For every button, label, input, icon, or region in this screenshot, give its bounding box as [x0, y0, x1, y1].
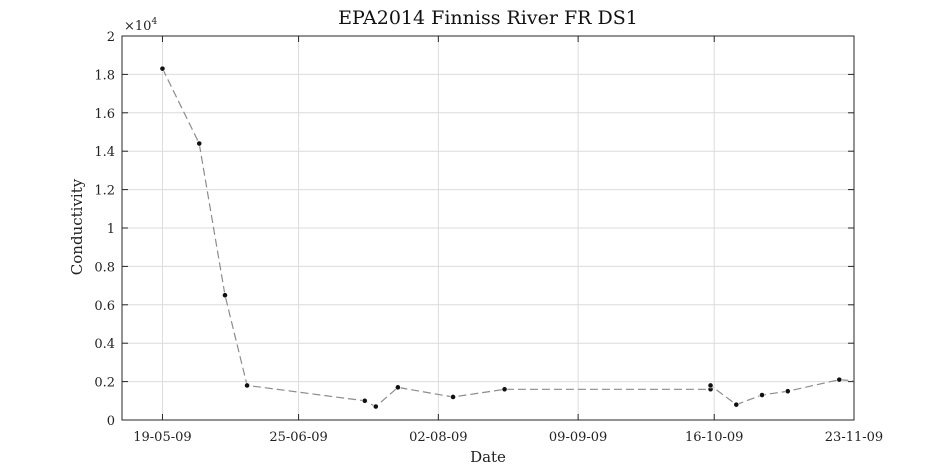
x-tick-label: 16-10-09: [685, 430, 743, 445]
data-point: [222, 292, 228, 299]
data-point: [759, 392, 765, 398]
y-axis-exponent: ×104: [124, 17, 157, 34]
labels: EPA2014 Finniss River FR DS1 Date Conduc…: [68, 7, 638, 466]
x-tick-label: 09-09-09: [549, 430, 607, 445]
grid: [122, 35, 855, 421]
y-tick-label: 0.6: [94, 299, 115, 314]
series-line: [161, 68, 854, 408]
data-point: [707, 382, 714, 389]
y-tick-label: 0: [107, 414, 115, 429]
data-point: [501, 386, 508, 393]
x-tick-label: 25-06-09: [269, 430, 327, 445]
data-point: [784, 388, 791, 395]
data-point: [733, 401, 740, 408]
data-point: [394, 384, 401, 391]
data-point: [836, 376, 843, 383]
data-point: [196, 140, 203, 147]
y-tick-label: 0.8: [94, 260, 115, 275]
data-point: [372, 403, 379, 410]
data-point: [159, 65, 166, 72]
chart-title: EPA2014 Finniss River FR DS1: [338, 7, 638, 29]
y-axis-label: Conductivity: [68, 178, 86, 275]
y-tick-label: 0.2: [94, 376, 115, 391]
data-point: [862, 379, 867, 384]
x-axis-label: Date: [470, 448, 506, 466]
y-tick-label: 1.2: [94, 184, 115, 199]
x-tick-label: 19-05-09: [133, 430, 191, 445]
data-point: [450, 394, 456, 400]
data-point: [244, 382, 250, 389]
axes: 0 0.2 0.4 0.6 0.8 1 1.2 1.4 1.6 1.8 2 19-05-09 25-06…: [94, 30, 883, 445]
y-tick-label: 2: [107, 30, 115, 45]
plot-frame: [121, 35, 855, 421]
x-tick-label: 02-08-09: [409, 430, 467, 445]
y-tick-label: 1.6: [94, 107, 115, 122]
y-tick-label: 1.8: [94, 68, 115, 83]
y-tick-label: 0.4: [94, 337, 115, 352]
x-tick-label: 23-11-09: [825, 430, 883, 445]
y-tick-label: 1: [107, 222, 115, 237]
data-point: [361, 397, 368, 404]
y-tick-label: 1.4: [94, 145, 115, 160]
series: [159, 65, 867, 410]
